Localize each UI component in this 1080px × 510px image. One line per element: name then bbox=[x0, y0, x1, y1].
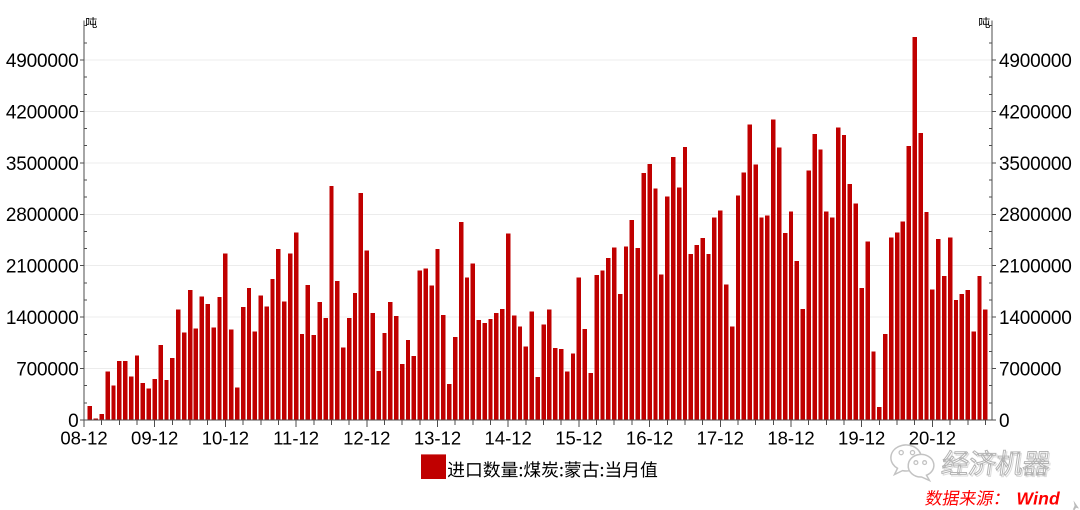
svg-text:20-12: 20-12 bbox=[909, 428, 956, 449]
svg-text:2100000: 2100000 bbox=[6, 257, 79, 278]
svg-text:09-12: 09-12 bbox=[131, 428, 178, 449]
svg-text:16-12: 16-12 bbox=[626, 428, 673, 449]
svg-text:3500000: 3500000 bbox=[999, 154, 1072, 175]
svg-text:08-12: 08-12 bbox=[60, 428, 107, 449]
svg-text:0: 0 bbox=[68, 411, 78, 432]
svg-text:19-12: 19-12 bbox=[838, 428, 885, 449]
svg-text:4900000: 4900000 bbox=[6, 51, 79, 72]
svg-text:4900000: 4900000 bbox=[999, 51, 1072, 72]
svg-text:18-12: 18-12 bbox=[767, 428, 814, 449]
svg-text:1400000: 1400000 bbox=[6, 308, 79, 329]
svg-text:1400000: 1400000 bbox=[999, 308, 1072, 329]
svg-text:12-12: 12-12 bbox=[343, 428, 390, 449]
svg-text:0: 0 bbox=[999, 411, 1009, 432]
svg-text:2800000: 2800000 bbox=[6, 205, 79, 226]
svg-text:2800000: 2800000 bbox=[999, 205, 1072, 226]
svg-text:3500000: 3500000 bbox=[6, 154, 79, 175]
svg-text:14-12: 14-12 bbox=[485, 428, 532, 449]
svg-text:13-12: 13-12 bbox=[414, 428, 461, 449]
svg-text:700000: 700000 bbox=[16, 360, 78, 381]
svg-text:17-12: 17-12 bbox=[697, 428, 744, 449]
svg-text:10-12: 10-12 bbox=[202, 428, 249, 449]
svg-text:Wind: Wind bbox=[1017, 488, 1061, 508]
svg-text:4200000: 4200000 bbox=[999, 102, 1072, 123]
svg-text:4200000: 4200000 bbox=[6, 102, 79, 123]
svg-text:700000: 700000 bbox=[999, 360, 1061, 381]
svg-text:11-12: 11-12 bbox=[273, 428, 319, 449]
svg-text:2100000: 2100000 bbox=[999, 257, 1072, 278]
svg-text:15-12: 15-12 bbox=[555, 428, 602, 449]
